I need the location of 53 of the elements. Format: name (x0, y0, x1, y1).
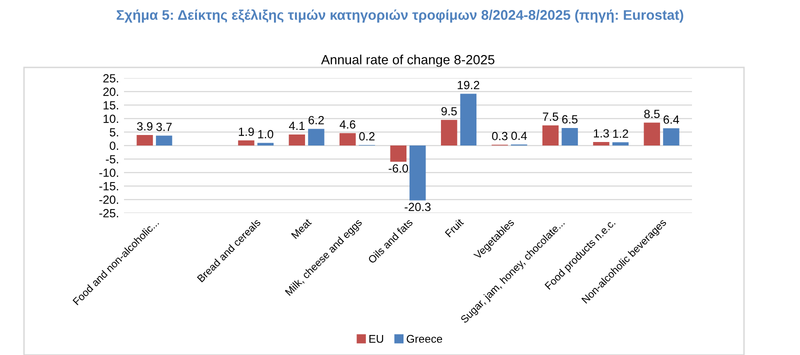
data-label: -20.3 (404, 202, 431, 212)
data-label: 1.3 (594, 129, 609, 138)
y-tick-label: 20. (103, 88, 118, 96)
bar (238, 140, 254, 146)
bar (440, 120, 458, 146)
data-label: 6.5 (562, 115, 578, 124)
y-tick-label: -15. (99, 182, 118, 190)
bar (257, 142, 274, 146)
data-label: -6.0 (388, 164, 408, 173)
chart-subtitle: Annual rate of change 8-2025 (321, 54, 494, 67)
data-label: 0.4 (511, 132, 527, 140)
bar (542, 125, 559, 146)
chart-title: Σχήμα 5: Δείκτης εξέλιξης τιμών κατηγοριών τροφίμων 8/2024-8/2025 (πηγή: Eurostat) (116, 9, 684, 23)
y-tick-label: 25. (103, 74, 118, 82)
y-tick-label: 0. (110, 142, 118, 150)
x-tick-label: Oils and fats (367, 218, 414, 264)
data-label: 19.2 (458, 80, 480, 90)
legend-label: EU (369, 335, 384, 343)
data-label: 7.5 (542, 112, 558, 121)
data-label: 3.7 (156, 122, 172, 132)
data-label: 4.1 (289, 122, 305, 130)
bar (156, 136, 172, 146)
y-tick-label: 15. (104, 101, 118, 110)
bar (390, 146, 406, 162)
y-tick-label: 10. (104, 114, 118, 123)
y-tick-label: -10. (99, 168, 118, 177)
data-label: 8.5 (644, 110, 660, 118)
bar (410, 146, 426, 200)
y-tick-label: 5. (110, 128, 118, 136)
data-label: 6.4 (664, 115, 680, 124)
y-tick-label: -20. (99, 196, 118, 204)
y-tick-label: -25. (99, 209, 118, 218)
data-label: 4.6 (340, 120, 356, 129)
bar (460, 94, 476, 146)
y-tick-label: -5. (106, 155, 118, 164)
bar (340, 133, 356, 146)
bar (663, 128, 680, 146)
data-label: 9.5 (441, 107, 457, 116)
data-label: 0.2 (359, 132, 375, 141)
bar (288, 134, 306, 146)
data-label: 3.9 (137, 122, 152, 131)
legend-label: Greece (406, 334, 442, 343)
bar (593, 142, 610, 146)
data-label: 1.9 (238, 128, 254, 136)
data-label: 6.2 (308, 116, 324, 124)
data-label: 0.3 (492, 132, 508, 140)
bar (136, 135, 153, 146)
bar (612, 142, 629, 146)
bar (308, 128, 324, 146)
bar (562, 128, 578, 146)
bar (644, 122, 660, 146)
data-label: 1.0 (258, 130, 274, 138)
data-label: 1.2 (613, 129, 628, 138)
